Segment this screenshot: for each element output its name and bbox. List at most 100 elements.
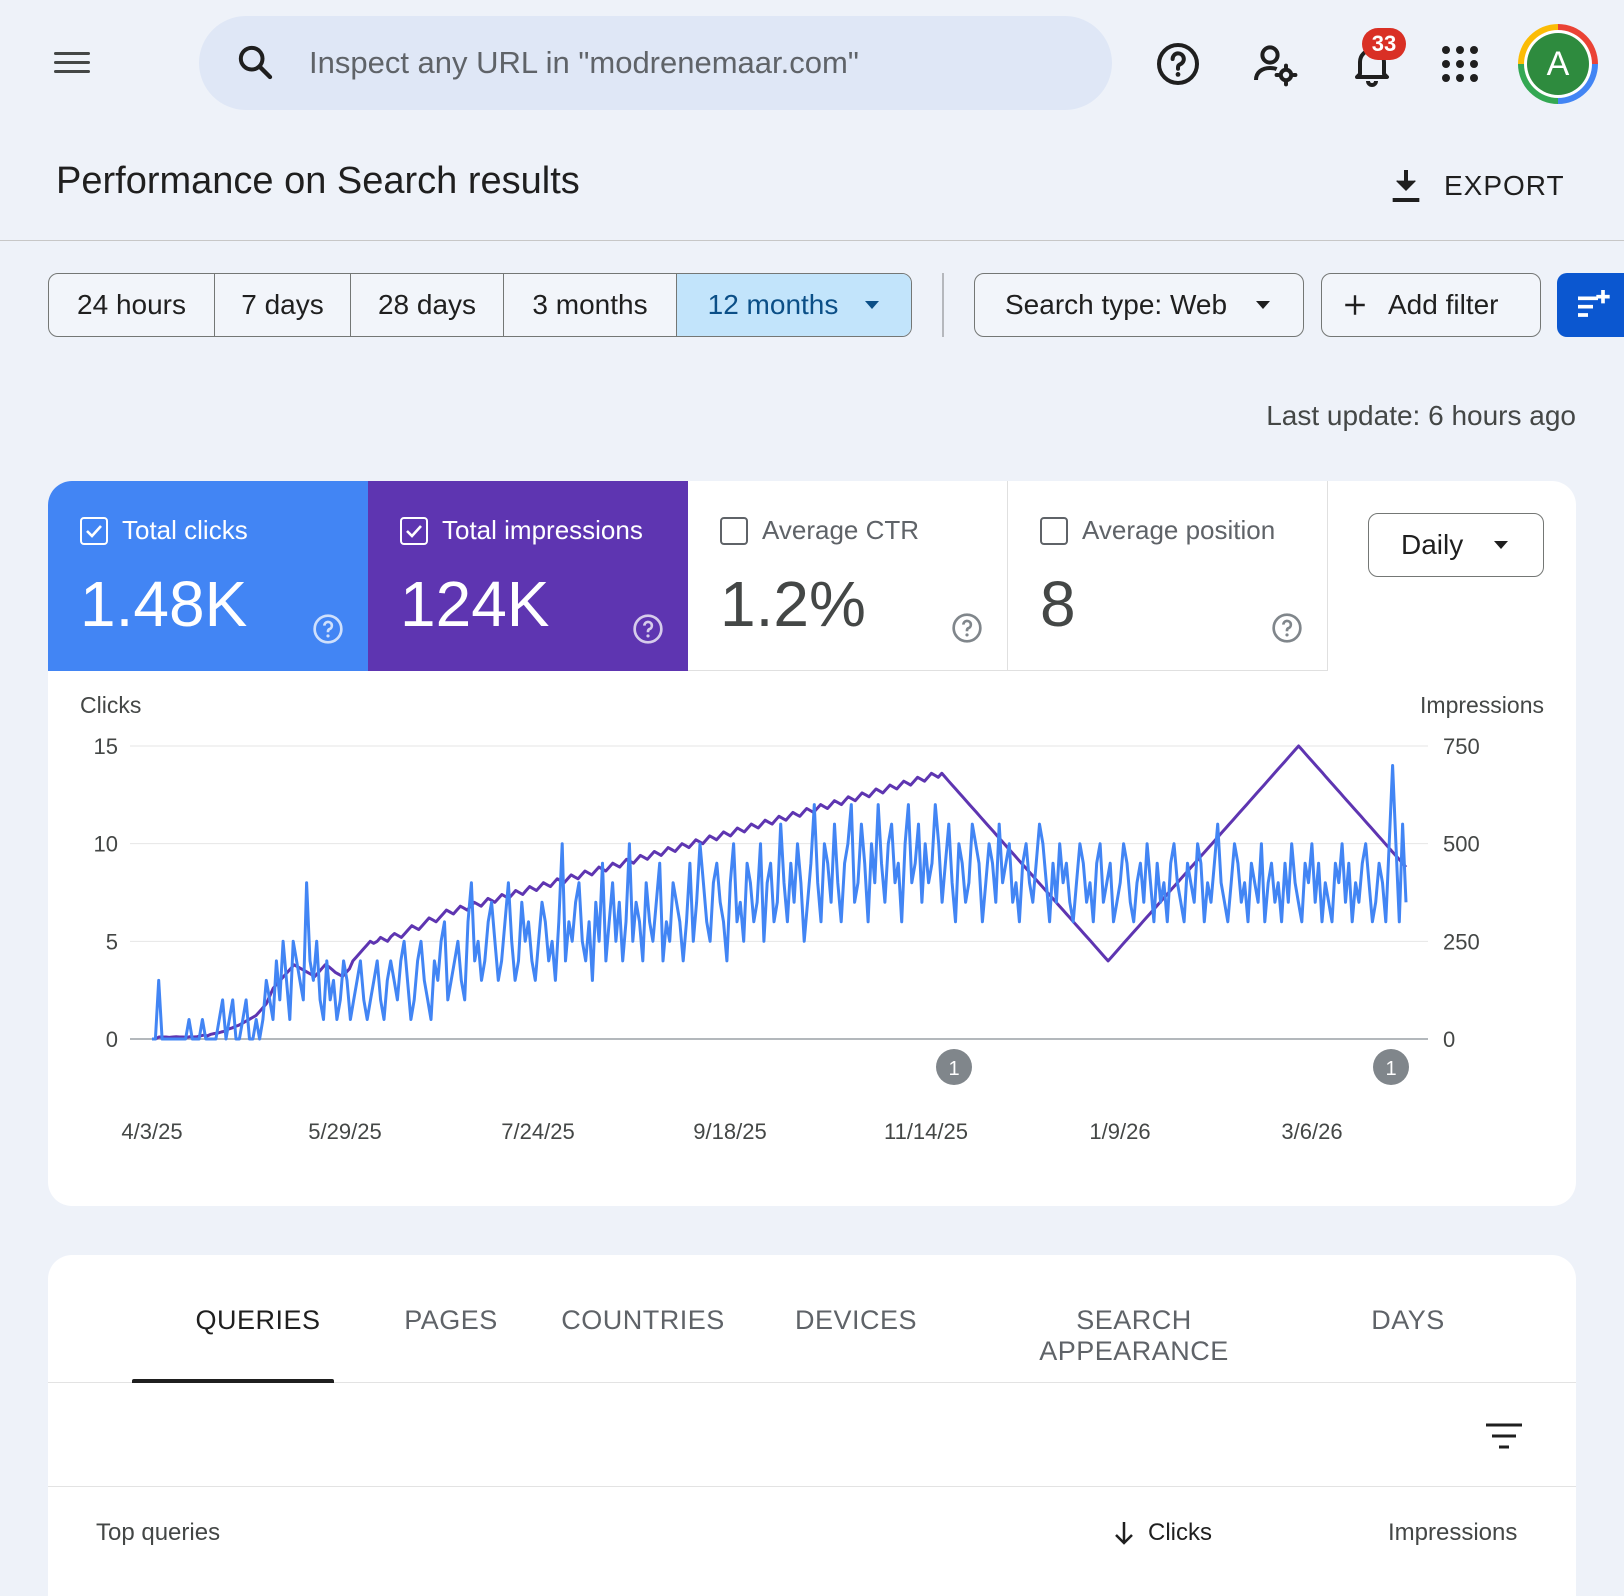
column-header-clicks-label: Clicks (1148, 1519, 1212, 1546)
tab-days[interactable]: DAYS (1371, 1305, 1445, 1335)
filter-separator (942, 273, 944, 337)
last-update-text: Last update: 6 hours ago (1266, 400, 1576, 431)
export-label: EXPORT (1444, 170, 1565, 201)
metric-value: 124K (400, 568, 550, 640)
account-avatar[interactable]: A (1518, 24, 1598, 104)
date-range-28-days[interactable]: 28 days (351, 274, 504, 336)
metric-total-clicks[interactable]: Total clicks 1.48K (48, 481, 368, 671)
x-tick-label: 3/6/26 (1281, 1119, 1342, 1144)
date-range-12-months[interactable]: 12 months (677, 274, 911, 336)
url-inspection-input[interactable] (309, 38, 1069, 88)
date-range-selector: 24 hours 7 days 28 days 3 months 12 mont… (48, 273, 912, 337)
granularity-dropdown[interactable]: Daily (1368, 513, 1544, 577)
tab-pages[interactable]: PAGES (404, 1305, 498, 1335)
date-range-7-days[interactable]: 7 days (215, 274, 351, 336)
filter-list-icon[interactable] (1484, 1421, 1524, 1451)
date-range-12-months-label: 12 months (707, 289, 839, 320)
dimension-tabs: QUERIES PAGES COUNTRIES DEVICES SEARCH A… (48, 1255, 1576, 1383)
url-inspection-search[interactable] (199, 16, 1112, 110)
right-tick-label: 0 (1443, 1027, 1455, 1052)
dimensions-card: QUERIES PAGES COUNTRIES DEVICES SEARCH A… (48, 1255, 1576, 1596)
checkbox-unchecked-icon[interactable] (1040, 516, 1068, 545)
date-range-3-months[interactable]: 3 months (504, 274, 677, 336)
annotation-label: 1 (1385, 1058, 1396, 1080)
left-tick-label: 0 (106, 1027, 118, 1052)
dropdown-arrow-icon (865, 301, 880, 309)
column-header-impressions[interactable]: Impressions (1388, 1519, 1518, 1546)
table-header: Top queries Clicks Impressions (48, 1487, 1576, 1577)
info-icon[interactable] (312, 613, 344, 645)
right-tick-label: 250 (1443, 929, 1480, 954)
left-tick-label: 15 (94, 734, 118, 759)
tune-icon (1578, 290, 1610, 317)
tab-search-appearance[interactable]: SEARCH APPEARANCE (1039, 1305, 1229, 1366)
table-filter-row (48, 1383, 1576, 1487)
right-axis-label: Impressions (1420, 692, 1544, 718)
header-divider (0, 240, 1624, 241)
dropdown-arrow-icon (1494, 541, 1509, 549)
search-type-label: Search type: Web (1005, 289, 1228, 320)
x-tick-label: 9/18/25 (693, 1119, 766, 1144)
filter-settings-button[interactable] (1557, 273, 1624, 337)
help-icon[interactable] (1154, 40, 1202, 88)
info-icon[interactable] (632, 613, 664, 645)
page-title: Performance on Search results (56, 160, 580, 202)
metric-total-impressions[interactable]: Total impressions 124K (368, 481, 688, 671)
chart-tick-labels: 15 750 10 500 5 250 0 0 4/3/25 5/29/25 7/24/25 9/18… (94, 734, 1480, 1144)
main-menu-button[interactable] (50, 46, 94, 86)
menu-icon (54, 52, 90, 55)
info-icon[interactable] (1271, 612, 1303, 644)
avatar-letter: A (1527, 33, 1589, 95)
left-tick-label: 10 (94, 832, 118, 857)
metric-value: 1.2% (720, 568, 866, 640)
plus-icon (1345, 295, 1365, 315)
tab-queries[interactable]: QUERIES (195, 1305, 321, 1335)
granularity-label: Daily (1401, 529, 1464, 560)
annotation-marker[interactable] (936, 1049, 972, 1085)
apps-grid-icon[interactable] (1436, 40, 1484, 88)
x-tick-label: 11/14/25 (884, 1119, 968, 1144)
checkbox-unchecked-icon[interactable] (720, 516, 748, 545)
export-button[interactable]: EXPORT (1390, 162, 1565, 210)
x-tick-label: 7/24/25 (501, 1119, 574, 1144)
metric-label: Total clicks (122, 515, 248, 545)
annotation-label: 1 (948, 1058, 959, 1080)
metric-label: Average position (1082, 515, 1276, 545)
metric-label: Total impressions (442, 515, 643, 545)
tab-countries[interactable]: COUNTRIES (561, 1305, 725, 1335)
dropdown-arrow-icon (1256, 301, 1271, 309)
chart-series (152, 744, 1408, 1041)
column-header-top-queries: Top queries (96, 1519, 221, 1546)
checkbox-checked-icon[interactable] (400, 516, 428, 545)
search-icon (238, 45, 273, 80)
sort-descending-icon (1115, 1522, 1133, 1545)
checkbox-checked-icon[interactable] (80, 516, 108, 545)
right-tick-label: 500 (1443, 832, 1480, 857)
active-tab-indicator (132, 1379, 334, 1383)
top-bar: 33 A (0, 0, 1624, 130)
download-icon (1392, 170, 1420, 202)
metric-average-ctr[interactable]: Average CTR 1.2% (688, 481, 1008, 671)
metric-average-position[interactable]: Average position 8 (1008, 481, 1328, 671)
add-filter-button[interactable]: Add filter (1321, 273, 1541, 337)
metric-label: Average CTR (762, 515, 920, 545)
notifications-badge: 33 (1362, 28, 1406, 60)
series-line-clicks[interactable] (152, 764, 1408, 1041)
right-tick-label: 750 (1443, 734, 1480, 759)
search-type-dropdown[interactable]: Search type: Web (974, 273, 1304, 337)
info-icon[interactable] (951, 612, 983, 644)
tab-devices[interactable]: DEVICES (794, 1305, 918, 1335)
metric-value: 1.48K (80, 568, 248, 640)
left-axis-label: Clicks (80, 692, 141, 718)
date-range-24-hours[interactable]: 24 hours (49, 274, 215, 336)
column-header-clicks[interactable]: Clicks (1112, 1519, 1212, 1547)
x-tick-label: 5/29/25 (308, 1119, 381, 1144)
left-tick-label: 5 (106, 929, 118, 954)
performance-chart[interactable]: Clicks Impressions 15 750 10 500 5 250 0 0 4/3/2… (48, 671, 1576, 1206)
annotation-marker[interactable] (1373, 1049, 1409, 1085)
user-settings-icon[interactable] (1250, 40, 1298, 88)
x-tick-label: 1/9/26 (1089, 1119, 1150, 1144)
metric-value: 8 (1040, 568, 1076, 640)
performance-card: Total clicks 1.48K Total impressions 124… (48, 481, 1576, 1206)
